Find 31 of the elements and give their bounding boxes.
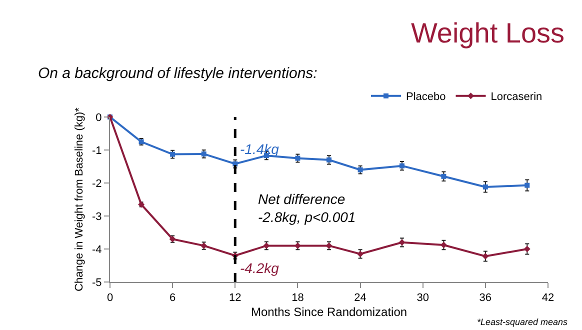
y-tick-label: -1 (92, 144, 102, 157)
point (524, 182, 530, 188)
x-tick-label: 12 (229, 292, 242, 304)
x-tick-label: 42 (542, 292, 554, 304)
legend-label: Lorcaserin (490, 91, 542, 104)
point (482, 184, 488, 190)
x-tick-label: 36 (479, 292, 492, 304)
annotation: Net difference -2.8kg, p<0.001 (258, 191, 356, 226)
chart-subtitle: On a background of lifestyle interventions: (38, 65, 318, 82)
point (326, 157, 332, 162)
x-tick-label: 18 (292, 292, 304, 304)
x-axis-title: Months Since Randomization (250, 305, 408, 320)
point (400, 163, 404, 168)
annotation: -1.4kg (240, 141, 280, 157)
y-axis-title: Change in Weight from Baseline (kg)* (74, 106, 86, 292)
y-tick-label: -4 (92, 244, 102, 256)
point (524, 246, 530, 252)
y-tick-label: -3 (92, 210, 102, 223)
y-tick-label: -5 (92, 276, 102, 289)
point (441, 174, 446, 179)
x-tick-label: 30 (416, 292, 429, 304)
y-tick-label: 0 (96, 112, 102, 124)
legend-label: Placebo (406, 91, 446, 104)
y-tick-label: -2 (92, 178, 102, 190)
text: *Least-squared means (477, 317, 568, 327)
x-tick-label: 0 (106, 292, 114, 304)
x-tick-label: 24 (354, 292, 366, 304)
point (482, 253, 489, 260)
annotation: -4.2kg (240, 260, 280, 276)
x-tick-label: 6 (170, 292, 176, 304)
chart-title: Weight Loss (410, 18, 565, 49)
